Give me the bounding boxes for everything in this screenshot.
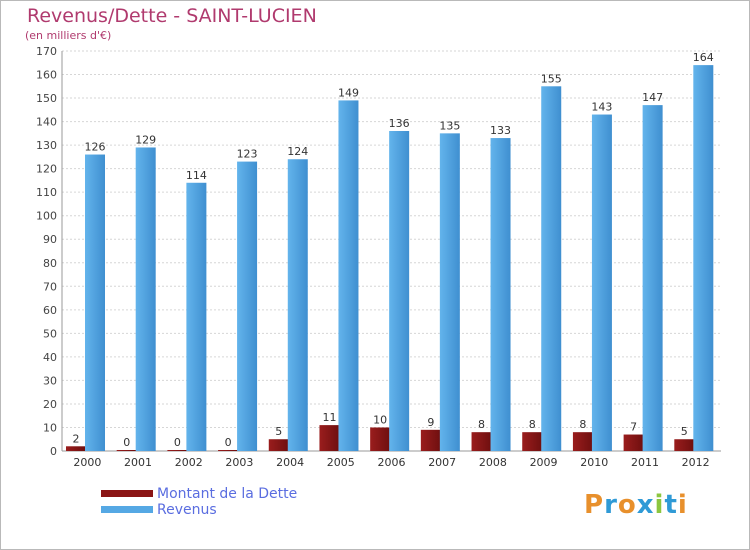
y-tick-label: 80: [43, 257, 57, 270]
y-tick-label: 150: [36, 92, 57, 105]
y-tick-label: 170: [36, 45, 57, 58]
bar-revenus: [85, 154, 105, 451]
bar-revenus: [693, 65, 714, 451]
bar-dette: [420, 429, 441, 451]
bar-dette: [370, 427, 391, 451]
data-label-dette: 9: [427, 416, 434, 429]
logo-letter: x: [636, 490, 655, 520]
bar-dette: [471, 432, 492, 451]
bar-dette: [572, 432, 593, 451]
y-tick-label: 160: [36, 69, 57, 82]
logo-letter: P: [584, 490, 605, 520]
data-label-revenus: 133: [490, 124, 511, 137]
legend-label-dette: Montant de la Dette: [157, 486, 298, 502]
x-tick-label: 2008: [479, 456, 507, 469]
y-tick-label: 40: [43, 351, 57, 364]
y-tick-label: 70: [43, 280, 57, 293]
data-label-dette: 5: [275, 425, 282, 438]
bar-revenus: [389, 131, 410, 451]
bar-dette: [66, 446, 86, 451]
x-tick-label: 2000: [73, 456, 101, 469]
chart-subtitle: (en milliers d'€): [25, 29, 112, 42]
chart-title: Revenus/Dette - SAINT-LUCIEN: [27, 5, 317, 27]
bar-dette: [268, 439, 289, 451]
bar-dette: [522, 432, 543, 451]
x-tick-label: 2009: [530, 456, 558, 469]
x-tick-label: 2010: [580, 456, 608, 469]
data-label-dette: 0: [123, 436, 130, 449]
data-label-revenus: 135: [439, 119, 460, 132]
y-tick-label: 10: [43, 421, 57, 434]
bar-revenus: [186, 182, 207, 451]
legend-swatch-dette: [101, 490, 153, 497]
logo-letter: t: [664, 490, 678, 520]
y-tick-label: 90: [43, 233, 57, 246]
y-tick-label: 120: [36, 163, 57, 176]
bar-dette: [116, 450, 137, 451]
data-label-dette: 8: [579, 418, 586, 431]
logo-letter: o: [617, 490, 637, 520]
legend-label-revenus: Revenus: [157, 502, 217, 518]
data-label-revenus: 114: [186, 169, 207, 182]
x-tick-label: 2012: [682, 456, 710, 469]
x-tick-label: 2011: [631, 456, 659, 469]
bar-revenus: [287, 159, 308, 451]
bar-revenus: [541, 86, 562, 451]
y-tick-label: 100: [36, 210, 57, 223]
data-label-revenus: 155: [541, 72, 562, 85]
data-label-revenus: 143: [591, 101, 612, 114]
x-tick-label: 2007: [428, 456, 456, 469]
bar-revenus: [135, 147, 156, 451]
data-label-revenus: 149: [338, 86, 359, 99]
bar-dette: [167, 450, 188, 451]
data-label-dette: 0: [174, 436, 181, 449]
x-tick-label: 2002: [175, 456, 203, 469]
y-tick-label: 50: [43, 327, 57, 340]
bar-revenus: [338, 100, 359, 451]
logo-letter: r: [604, 490, 618, 520]
data-label-dette: 7: [630, 421, 637, 434]
x-tick-label: 2006: [378, 456, 406, 469]
x-tick-label: 2001: [124, 456, 152, 469]
bar-dette: [319, 425, 340, 451]
bar-dette: [218, 450, 239, 451]
logo-letter: i: [677, 490, 688, 520]
y-tick-label: 30: [43, 374, 57, 387]
bar-dette: [674, 439, 695, 451]
bar-revenus: [490, 138, 511, 451]
y-tick-label: 130: [36, 139, 57, 152]
data-label-revenus: 147: [642, 91, 663, 104]
data-label-dette: 8: [478, 418, 485, 431]
y-tick-label: 110: [36, 186, 57, 199]
bar-revenus: [237, 161, 258, 451]
data-label-dette: 2: [73, 432, 80, 445]
proxiti-logo: Proxiti: [584, 490, 688, 520]
y-tick-label: 140: [36, 116, 57, 129]
x-tick-label: 2004: [276, 456, 304, 469]
bar-revenus: [591, 114, 612, 451]
data-label-dette: 5: [681, 425, 688, 438]
data-label-dette: 8: [529, 418, 536, 431]
logo-letter: i: [654, 490, 665, 520]
data-label-revenus: 129: [135, 133, 156, 146]
data-label-revenus: 136: [389, 117, 410, 130]
data-label-revenus: 164: [693, 51, 714, 64]
data-label-revenus: 123: [237, 148, 258, 161]
bar-revenus: [642, 105, 663, 451]
x-tick-label: 2005: [327, 456, 355, 469]
data-label-revenus: 124: [287, 145, 308, 158]
data-label-dette: 10: [373, 413, 387, 426]
x-tick-label: 2003: [225, 456, 253, 469]
y-tick-label: 20: [43, 398, 57, 411]
y-tick-label: 60: [43, 304, 57, 317]
y-tick-label: 0: [50, 445, 57, 458]
data-label-dette: 0: [225, 436, 232, 449]
legend-swatch-revenus: [101, 506, 153, 513]
bar-revenus: [439, 133, 460, 451]
data-label-dette: 11: [322, 411, 336, 424]
data-label-revenus: 126: [85, 141, 106, 154]
bar-dette: [623, 434, 644, 451]
